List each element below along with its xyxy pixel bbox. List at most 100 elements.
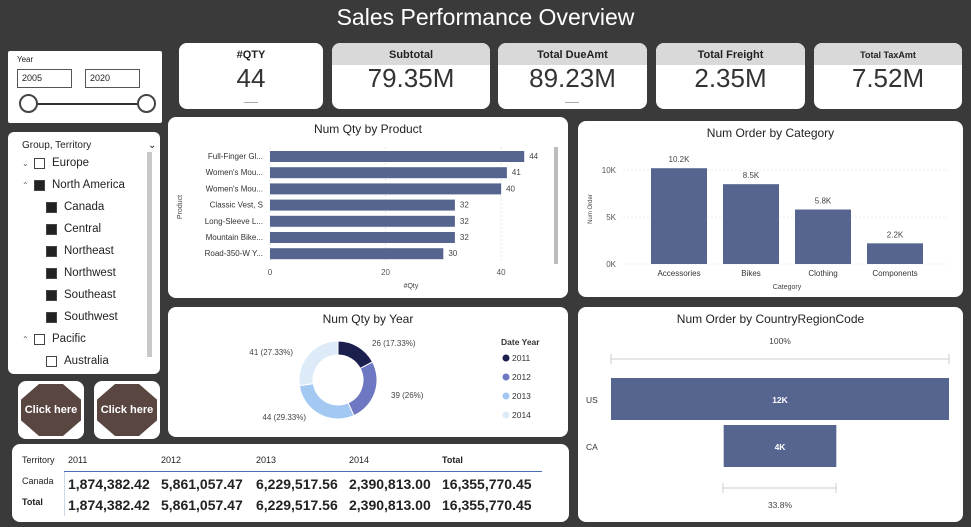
- chevron-up-icon[interactable]: ⌃: [22, 334, 29, 344]
- bar[interactable]: [723, 184, 779, 264]
- bar[interactable]: [867, 243, 923, 264]
- data-label: 32: [460, 233, 469, 242]
- kpi-value: 89.23M: [529, 63, 616, 93]
- year-slider-end-handle[interactable]: [137, 94, 156, 113]
- legend-marker: [502, 411, 510, 419]
- click-here-button-2[interactable]: Click here: [94, 381, 160, 439]
- category-label: US: [586, 395, 598, 405]
- legend-title: Date Year: [501, 337, 540, 347]
- bar[interactable]: [270, 232, 455, 243]
- x-tick-label: Components: [872, 269, 917, 278]
- year-qty-chart: Num Qty by Year 26 (17.33%) 39 (26%) 44 (2…: [168, 307, 568, 437]
- y-tick-label: Classic Vest, S: [210, 201, 263, 210]
- y-tick-label: 5K: [606, 213, 616, 222]
- kpi-freight-card: Total Freight 2.35M: [656, 43, 805, 109]
- territory-item[interactable]: Southeast: [40, 289, 116, 301]
- territory-item[interactable]: ⌃ Pacific: [22, 333, 86, 345]
- matrix-value-cell: 1,874,382.42: [68, 497, 150, 513]
- territory-slicer-header: Group, Territory: [22, 140, 92, 151]
- territory-checkbox[interactable]: [46, 201, 57, 213]
- matrix-value-cell: 6,229,517.56: [256, 476, 338, 492]
- territory-item-label: Northwest: [64, 267, 116, 279]
- territory-checkbox[interactable]: [34, 179, 45, 191]
- year-from-input[interactable]: 2005: [17, 69, 72, 88]
- top-label: 100%: [769, 336, 791, 346]
- territory-checkbox[interactable]: [46, 223, 57, 235]
- year-slider-track[interactable]: [35, 103, 153, 105]
- territory-checkbox[interactable]: [46, 245, 57, 257]
- territory-checkbox[interactable]: [46, 267, 57, 279]
- page-title: Sales Performance Overview: [336, 4, 635, 30]
- donut-slice[interactable]: [298, 383, 355, 420]
- territory-item[interactable]: Central: [40, 223, 101, 235]
- matrix-value-cell: 16,355,770.45: [442, 476, 532, 492]
- x-tick-label: 20: [381, 268, 390, 277]
- territory-item-label: North America: [52, 179, 125, 191]
- bar[interactable]: [270, 199, 455, 211]
- bar[interactable]: [611, 378, 949, 420]
- territory-item[interactable]: Northwest: [40, 267, 116, 279]
- data-label: 8.5K: [743, 171, 760, 180]
- chevron-down-icon[interactable]: ⌄: [148, 140, 157, 151]
- bar[interactable]: [795, 209, 851, 264]
- donut-slice[interactable]: [347, 361, 378, 417]
- x-tick-label: Bikes: [741, 269, 761, 278]
- territory-scrollbar[interactable]: [147, 152, 152, 357]
- kpi-label: Total TaxAmt: [814, 43, 962, 65]
- territory-item[interactable]: ⌄ Europe: [22, 157, 89, 169]
- matrix-value-cell: 5,861,057.47: [161, 476, 243, 492]
- territory-item[interactable]: ⌃ North America: [22, 179, 125, 191]
- bar[interactable]: [270, 183, 502, 195]
- donut-slice[interactable]: [298, 340, 339, 387]
- country-order-svg: 100% 12K US 4K CA 33.8%: [586, 336, 950, 510]
- click-here-button-1[interactable]: Click here: [18, 381, 84, 439]
- matrix-row-header: Total: [22, 497, 43, 507]
- data-label: 40: [506, 184, 515, 193]
- x-tick-label: Accessories: [657, 269, 700, 278]
- data-label: 44: [529, 152, 538, 161]
- territory-item[interactable]: Canada: [40, 201, 104, 213]
- bar[interactable]: [270, 167, 507, 179]
- data-label: 44 (29.33%): [262, 413, 306, 422]
- bottom-label: 33.8%: [768, 500, 793, 510]
- legend-item[interactable]: 2012: [512, 372, 531, 382]
- row-header-divider: [64, 472, 65, 516]
- data-label: 32: [460, 217, 469, 226]
- kpi-label: Total Freight: [656, 43, 805, 65]
- year-slider-start-handle[interactable]: [19, 94, 38, 113]
- territory-item-label: Pacific: [52, 333, 86, 345]
- bar[interactable]: [270, 151, 525, 162]
- legend-item[interactable]: 2011: [512, 353, 531, 363]
- bar[interactable]: [270, 248, 444, 260]
- chart-title: Num Qty by Product: [313, 122, 423, 136]
- chart-scrollbar[interactable]: [554, 147, 558, 264]
- y-axis-title: Num Order: [588, 194, 594, 224]
- territory-item-label: Europe: [52, 157, 90, 169]
- chevron-up-icon[interactable]: ⌃: [22, 180, 29, 190]
- territory-checkbox[interactable]: [46, 289, 57, 301]
- territory-checkbox[interactable]: [34, 157, 45, 169]
- bar[interactable]: [723, 425, 837, 467]
- territory-checkbox[interactable]: [34, 333, 45, 345]
- territory-checkbox[interactable]: [46, 355, 57, 367]
- territory-item[interactable]: Southwest: [40, 311, 118, 323]
- matrix-header-cell: 2014: [349, 455, 370, 465]
- y-tick-label: Road-350-W Y...: [205, 249, 263, 258]
- bar[interactable]: [270, 215, 455, 227]
- bar[interactable]: [651, 168, 707, 264]
- chevron-down-icon[interactable]: ⌄: [22, 158, 29, 168]
- territory-item[interactable]: Australia: [40, 355, 109, 367]
- matrix-value-cell: 2,390,813.00: [349, 476, 431, 492]
- legend-item[interactable]: 2014: [512, 410, 531, 420]
- data-label: 26 (17.33%): [372, 339, 416, 348]
- legend-item[interactable]: 2013: [512, 391, 531, 401]
- matrix-value-cell: 6,229,517.56: [256, 497, 338, 513]
- territory-item-label: Australia: [64, 355, 109, 367]
- territory-item[interactable]: Northeast: [40, 245, 114, 257]
- territory-slicer: Group, Territory ⌄ ⌄ Europe ⌃ North America…: [8, 132, 160, 374]
- kpi-divider: [243, 102, 258, 103]
- territory-checkbox[interactable]: [46, 311, 57, 323]
- matrix-header-cell: Territory: [22, 455, 55, 465]
- territory-item-label: Central: [64, 223, 102, 235]
- year-to-input[interactable]: 2020: [85, 69, 140, 88]
